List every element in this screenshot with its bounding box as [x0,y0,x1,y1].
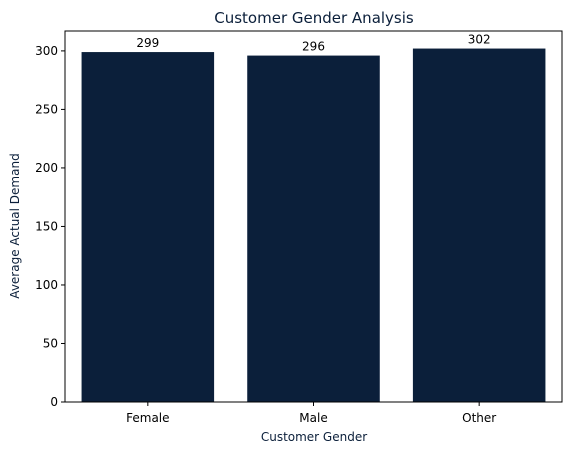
x-tick-label-other: Other [462,411,496,425]
x-tick-label-male: Male [299,411,327,425]
y-tick-label: 100 [35,278,58,292]
x-tick-label-female: Female [126,411,169,425]
y-tick-label: 150 [35,219,58,233]
bar-male [247,55,380,403]
plot-frame [64,30,563,403]
y-axis-label: Average Actual Demand [8,153,22,298]
y-tick-label: 0 [50,395,58,409]
bar-other [412,48,546,402]
data-label-female: 299 [136,36,159,50]
y-tick-label: 300 [35,44,58,58]
bar-female [81,52,215,402]
data-label-other: 302 [468,33,491,47]
data-label-male: 296 [302,40,325,54]
x-axis-label: Customer Gender [261,430,367,444]
y-tick-label: 200 [35,161,58,175]
y-tick-label: 250 [35,102,58,116]
y-tick-label: 50 [43,336,58,350]
plot-area: 299 Female 296 Male 302 Other 0 50 100 150 200 250 3… [35,30,563,425]
chart-title: Customer Gender Analysis [214,9,414,27]
